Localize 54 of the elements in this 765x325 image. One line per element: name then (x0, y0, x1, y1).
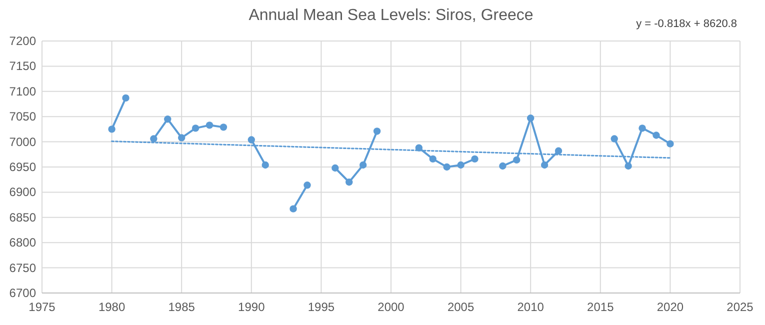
point (359, 161, 367, 169)
y-tick-label: 7050 (9, 110, 36, 124)
x-tick-label: 1995 (308, 300, 335, 314)
point (666, 140, 674, 148)
point (290, 205, 297, 212)
point (513, 156, 520, 164)
y-tick-label: 7200 (9, 34, 36, 48)
y-tick-label: 6850 (9, 210, 36, 224)
point (108, 126, 116, 133)
y-tick-label: 6800 (9, 236, 36, 250)
point (178, 134, 186, 142)
x-tick-label: 2005 (447, 300, 474, 314)
y-tick-label: 7000 (9, 134, 36, 149)
point (192, 124, 200, 132)
point (540, 161, 548, 169)
x-tick-label: 2010 (517, 300, 544, 314)
point (443, 163, 450, 171)
point (262, 161, 269, 169)
point (471, 155, 478, 163)
x-tick-label: 1980 (98, 300, 126, 314)
chart-title: Annual Mean Sea Levels: Siros, Greece (248, 7, 534, 24)
point (220, 124, 228, 131)
x-tick-label: 2015 (587, 300, 614, 314)
point (206, 122, 214, 129)
point (304, 182, 311, 189)
point (122, 94, 130, 102)
x-tick-label: 1985 (168, 300, 196, 314)
x-tick-label: 2025 (726, 300, 754, 314)
x-tick-label: 2000 (378, 300, 405, 314)
text: y = -0.818x + 8620.8 (636, 18, 737, 30)
y-tick-label: 6900 (9, 185, 36, 200)
x-tick-label: 1990 (238, 300, 266, 314)
point (652, 132, 660, 139)
y-tick-label: 7100 (9, 84, 36, 98)
point (429, 155, 436, 163)
y-tick-label: 6750 (9, 260, 36, 275)
point (332, 164, 339, 172)
point (248, 136, 255, 144)
x-tick-label: 2020 (656, 300, 684, 314)
x-tick-label: 1975 (28, 300, 56, 314)
point (164, 116, 172, 123)
point (624, 162, 632, 170)
point (150, 135, 158, 142)
y-tick-label: 6950 (9, 160, 36, 174)
point (638, 124, 646, 132)
y-tick-label: 7150 (9, 59, 36, 74)
point (499, 162, 506, 170)
point (610, 135, 618, 142)
point (554, 147, 562, 154)
point (457, 161, 464, 169)
y-tick-label: 6700 (9, 286, 36, 300)
point (346, 178, 353, 186)
point (527, 114, 534, 122)
point (373, 128, 381, 135)
